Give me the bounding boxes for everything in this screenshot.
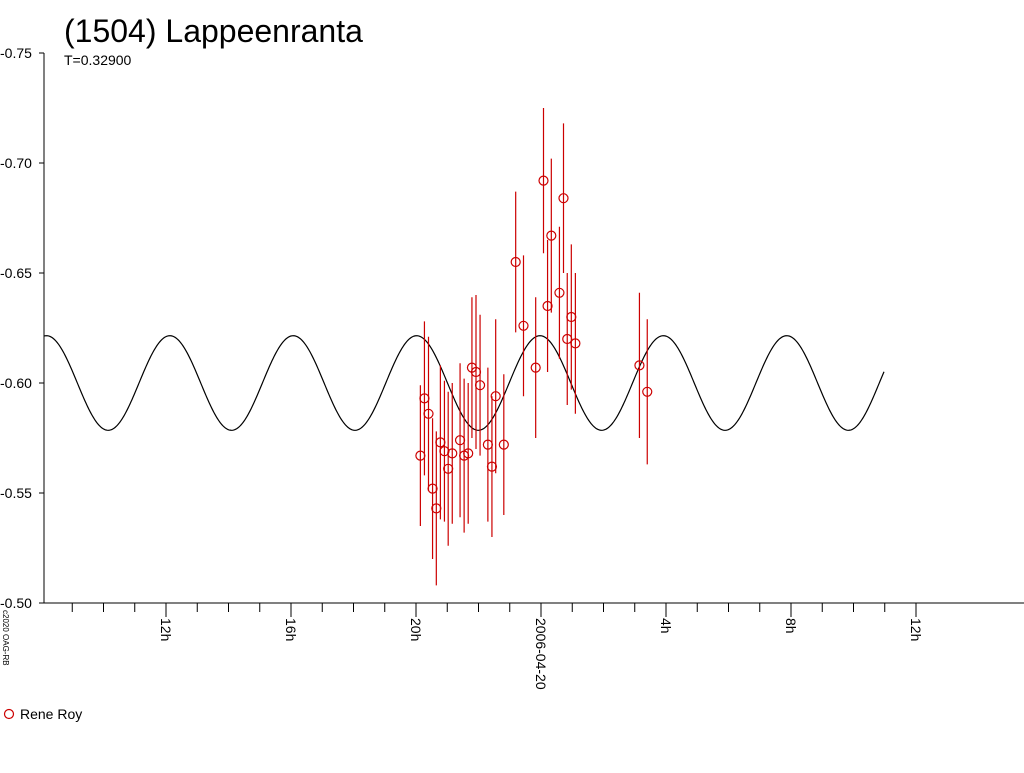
data-point bbox=[570, 273, 581, 414]
data-point bbox=[542, 240, 553, 372]
copyright-note: c2020 OAG-RB bbox=[1, 610, 10, 666]
x-tick-label: 2006-04-20 bbox=[533, 618, 549, 690]
data-point-marker bbox=[463, 448, 474, 459]
data-point-marker bbox=[570, 338, 581, 349]
data-point bbox=[554, 226, 565, 359]
chart-title: (1504) Lappeenranta bbox=[64, 13, 363, 49]
data-points-group bbox=[415, 108, 653, 586]
data-point bbox=[474, 314, 486, 456]
data-point bbox=[498, 374, 509, 515]
data-point bbox=[423, 336, 434, 491]
x-tick-label: 20h bbox=[408, 618, 424, 641]
data-point bbox=[435, 365, 446, 520]
data-point-marker bbox=[486, 461, 498, 472]
legend-label: Rene Roy bbox=[20, 706, 82, 722]
data-point bbox=[518, 255, 529, 397]
data-point bbox=[558, 123, 569, 273]
chart-subtitle: T=0.32900 bbox=[64, 52, 132, 68]
data-point bbox=[482, 367, 493, 522]
data-point-marker bbox=[530, 362, 541, 373]
data-point-marker bbox=[427, 483, 438, 494]
y-tick-label: -0.65 bbox=[0, 265, 32, 281]
x-tick-label: 8h bbox=[783, 618, 799, 634]
data-point bbox=[447, 383, 458, 524]
data-point bbox=[427, 418, 438, 559]
data-point bbox=[415, 385, 426, 526]
data-point bbox=[486, 396, 498, 537]
data-point-marker bbox=[439, 446, 450, 457]
x-axis: 12h 16h 20h 2006-04-20 4h 8h 12h bbox=[44, 602, 1024, 690]
data-point bbox=[634, 292, 645, 438]
data-point bbox=[439, 380, 450, 522]
y-tick-label: -0.70 bbox=[0, 155, 32, 171]
x-tick-label: 16h bbox=[283, 618, 299, 641]
data-point-marker bbox=[498, 439, 509, 450]
data-point bbox=[454, 363, 466, 518]
data-point-marker bbox=[474, 380, 486, 391]
y-tick-label: -0.60 bbox=[0, 375, 32, 391]
legend: Rene Roy bbox=[3, 706, 82, 722]
data-point bbox=[530, 297, 541, 438]
data-point bbox=[538, 108, 549, 254]
data-point bbox=[490, 319, 501, 474]
y-axis: -0.75 -0.70 -0.65 -0.60 -0.55 -0.50 bbox=[0, 45, 45, 611]
data-point-marker bbox=[642, 386, 653, 397]
data-point-marker bbox=[554, 287, 565, 298]
data-point-marker bbox=[510, 256, 521, 268]
legend-marker bbox=[3, 708, 15, 720]
data-point-marker bbox=[518, 320, 529, 331]
data-point bbox=[642, 319, 653, 465]
data-point-marker bbox=[423, 408, 434, 419]
data-point-marker bbox=[538, 175, 549, 186]
data-point-marker bbox=[542, 300, 553, 312]
data-point bbox=[546, 158, 557, 313]
data-point bbox=[419, 321, 430, 476]
data-point bbox=[510, 191, 521, 333]
y-tick-label: -0.55 bbox=[0, 485, 32, 501]
data-point bbox=[566, 244, 577, 390]
data-point bbox=[463, 383, 474, 524]
x-tick-label: 12h bbox=[908, 618, 924, 641]
x-tick-label: 4h bbox=[658, 618, 674, 634]
data-point-marker bbox=[490, 391, 501, 402]
data-point-marker bbox=[634, 360, 645, 371]
y-tick-label: -0.75 bbox=[0, 45, 32, 61]
x-tick-label: 12h bbox=[158, 618, 174, 641]
y-tick-label: -0.50 bbox=[0, 595, 32, 611]
data-point-marker bbox=[447, 448, 458, 459]
data-point-marker bbox=[546, 230, 557, 241]
data-point-marker bbox=[558, 193, 569, 204]
